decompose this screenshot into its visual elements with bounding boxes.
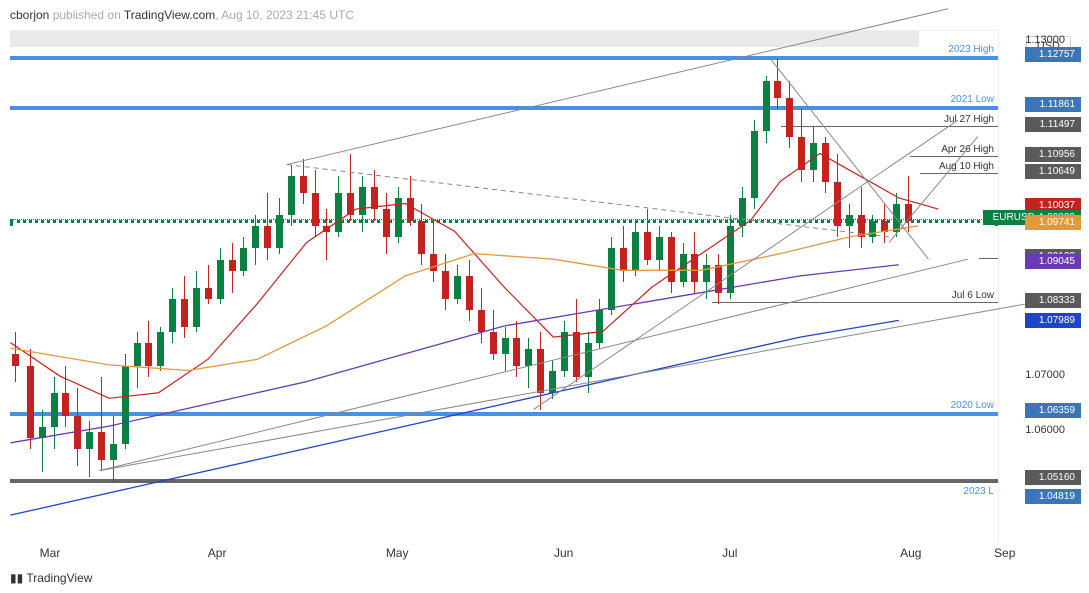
x-tick-label: Sep <box>994 546 1015 560</box>
x-tick-label: Mar <box>40 546 61 560</box>
price-line <box>10 106 998 110</box>
x-tick-label: Jun <box>554 546 573 560</box>
price-tag: 1.10956 <box>1025 147 1081 162</box>
x-tick-label: May <box>386 546 409 560</box>
x-tick-label: Apr <box>208 546 227 560</box>
price-tag: 1.11497 <box>1025 117 1081 132</box>
short-hline <box>920 173 998 174</box>
price-tag: 1.10649 <box>1025 164 1081 179</box>
datetime: , Aug 10, 2023 21:45 UTC <box>215 8 354 22</box>
x-axis: MarAprMayJunJulAugSep <box>10 543 999 563</box>
ma-line <box>10 320 898 515</box>
trendline <box>534 120 958 409</box>
trendline <box>287 9 948 165</box>
price-tag: 1.06359 <box>1025 403 1081 418</box>
price-annotation: 2023 L <box>963 486 994 497</box>
y-tick-label: 1.13000 <box>1025 34 1065 46</box>
site: TradingView.com <box>124 8 215 22</box>
price-annotation: 2023 High <box>948 44 994 55</box>
y-tick-label: 1.07000 <box>1025 369 1065 381</box>
author: cborjon <box>10 8 49 22</box>
price-line <box>10 412 998 416</box>
price-tag: 1.09741 <box>1025 215 1081 230</box>
trendline <box>99 259 968 470</box>
price-annotation: Apr 26 High <box>941 144 994 155</box>
published-text: published on <box>49 8 124 22</box>
price-annotation: Aug 10 High <box>939 161 994 172</box>
price-tag: 1.12757 <box>1025 47 1081 62</box>
tradingview-logo: ▮▮ TradingView <box>10 571 92 585</box>
short-hline <box>910 156 998 157</box>
price-line <box>10 479 998 483</box>
x-tick-label: Aug <box>900 546 921 560</box>
y-tick-label: 1.06000 <box>1025 424 1065 436</box>
chart-header: cborjon published on TradingView.com, Au… <box>10 8 354 22</box>
price-annotation: Jul 6 Low <box>952 290 994 301</box>
price-tag: 1.08333 <box>1025 293 1081 308</box>
price-tag: 1.07989 <box>1025 313 1081 328</box>
price-tag: 1.04819 <box>1025 489 1081 504</box>
price-annotation: Jul 27 High <box>944 114 994 125</box>
x-tick-label: Jul <box>722 546 737 560</box>
price-line <box>10 56 998 60</box>
chart-area[interactable]: 2023 High 2021 Low Jul 27 High Apr 26 High A… <box>10 30 999 543</box>
price-tag: 1.09045 <box>1025 254 1081 269</box>
price-annotation: 2020 Low <box>951 400 994 411</box>
y-axis: USD 1.130001.070001.060001.127571.118611… <box>1004 30 1089 543</box>
short-hline <box>712 302 998 303</box>
short-hline <box>979 258 998 259</box>
price-tag: 1.05160 <box>1025 470 1081 485</box>
price-annotation: 2021 Low <box>951 94 994 105</box>
price-tag: 1.11861 <box>1025 97 1081 112</box>
